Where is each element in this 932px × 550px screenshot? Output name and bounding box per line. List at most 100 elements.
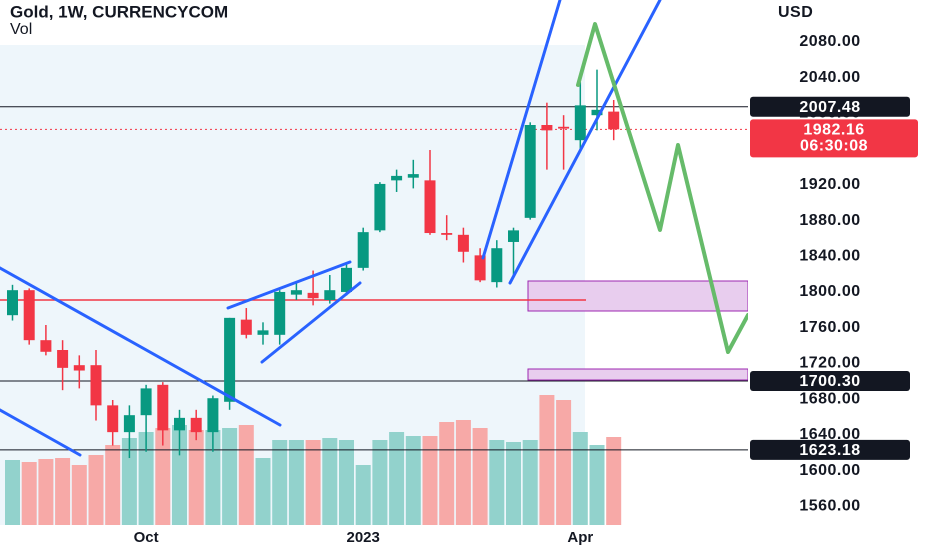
volume-bar [222,428,238,525]
candle-body [591,109,603,116]
volume-bar [322,438,338,525]
candle-body [341,267,352,292]
candle-body [307,292,319,299]
countdown-label: 06:30:08 [800,138,868,155]
volume-bar [472,428,488,525]
volume-bar [305,440,321,525]
volume-bar [422,436,438,525]
x-tick-label: 2023 [347,529,380,546]
volume-bar [38,459,54,525]
volume-bar [589,445,605,525]
volume-bar [21,462,37,525]
price-tag-label: 2007.48 [799,99,860,116]
y-tick-label: 1720.00 [799,355,860,372]
volume-bar [205,430,221,525]
volume-bar [155,428,171,525]
candle-body [207,398,219,433]
candle-body [290,290,302,295]
y-tick-label: 2080.00 [799,33,860,50]
y-tick-label: 1800.00 [799,283,860,300]
candle-body [190,417,202,433]
last-price-tag [750,119,918,158]
trend-line [481,0,562,260]
chart-title: Gold, 1W, CURRENCYCOM [10,2,228,21]
candle-body [374,183,386,231]
last-price-label: 1982.16 [803,122,864,139]
y-tick-label: 2040.00 [799,69,860,86]
volume-bar [55,458,71,525]
volume-bar [455,420,471,525]
candle-body [7,290,18,316]
volume-bar [489,440,505,525]
candle-body [574,105,586,141]
y-tick-label: 1880.00 [799,212,860,229]
price-tag [750,370,910,391]
candle-body [274,291,286,335]
trend-line [508,0,662,285]
trend-line [0,408,82,457]
candle-body [457,234,469,252]
price-tag [750,439,910,460]
x-tick-label: Oct [134,529,159,546]
volume-bar [372,440,388,525]
volume-bar [121,438,137,525]
volume-bar [5,460,20,525]
candle-body [491,248,503,283]
candle-body [240,319,252,335]
y-tick-label: 1560.00 [799,497,860,514]
volume-bar [238,425,254,525]
y-tick-label: 1840.00 [799,247,860,264]
volume-bar [105,445,121,525]
trend-line [0,266,282,427]
volume-bar [188,430,204,525]
volume-bar [606,437,622,525]
y-tick-label: 1600.00 [799,462,860,479]
price-tag-label: 1700.30 [799,373,860,390]
volume-bar [389,432,405,525]
candle-body [157,384,169,431]
forecast-path [576,22,750,354]
chart-subtitle: Vol [10,21,32,38]
y-tick-label: 1920.00 [799,176,860,193]
candle-body [174,417,185,431]
volume-bar [272,440,288,525]
candle-body [357,232,369,268]
candle-body [424,180,436,234]
candle-body [40,340,52,352]
x-tick-label: Apr [567,529,593,546]
candle-body [524,125,536,218]
candle-body [608,111,620,130]
zone [527,368,749,381]
candle-body [140,388,152,416]
volume-bar [439,422,455,525]
candle-body [224,317,236,402]
candle-body [474,255,486,281]
candle-body [23,290,35,341]
volume-bar [405,436,421,525]
candle-body [441,233,453,235]
trend-line [260,281,362,364]
y-tick-label: 1680.00 [799,390,860,407]
candle-body [391,175,403,181]
y-tick-label: 1760.00 [799,319,860,336]
candle-body [508,230,519,242]
volume-bar [355,465,371,525]
volume-bar [522,440,538,525]
candle-body [123,415,135,433]
volume-bar [288,440,304,525]
trend-line [226,260,352,310]
candle-body [73,365,85,371]
price-tag-label: 1623.18 [799,442,860,459]
y-tick-label: 1640.00 [799,426,860,443]
y-axis-label: USD [778,4,813,21]
candle-body [541,125,553,131]
candle-body [107,405,119,433]
volume-bar [71,465,87,525]
volume-bar [255,458,271,525]
volume-bar [572,432,588,525]
price-tag [750,96,910,117]
candle-body [57,350,69,368]
volume-bar [506,442,521,525]
candle-body [558,126,570,129]
